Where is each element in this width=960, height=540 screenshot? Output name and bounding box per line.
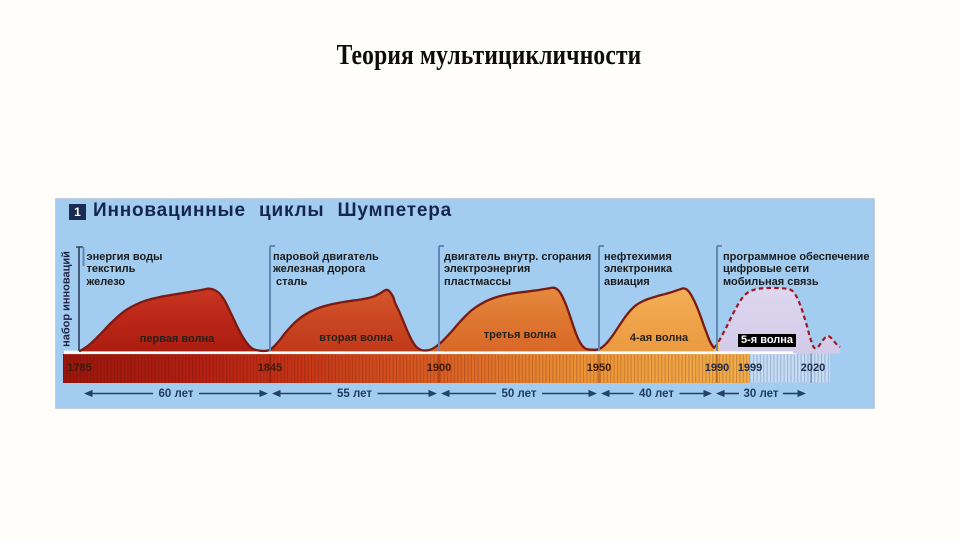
svg-text:1950: 1950 (587, 362, 611, 374)
svg-text:1999: 1999 (738, 362, 762, 374)
svg-text:55 лет: 55 лет (337, 388, 372, 400)
svg-text:40 лет: 40 лет (639, 388, 674, 400)
svg-text:1785: 1785 (67, 362, 91, 374)
svg-text:50 лет: 50 лет (501, 388, 536, 400)
svg-text:60 лет: 60 лет (158, 388, 193, 400)
svg-text:1900: 1900 (427, 362, 451, 374)
svg-text:30 лет: 30 лет (743, 388, 778, 400)
svg-text:2020: 2020 (801, 362, 825, 374)
svg-text:1845: 1845 (258, 362, 282, 374)
svg-text:1990: 1990 (705, 362, 729, 374)
